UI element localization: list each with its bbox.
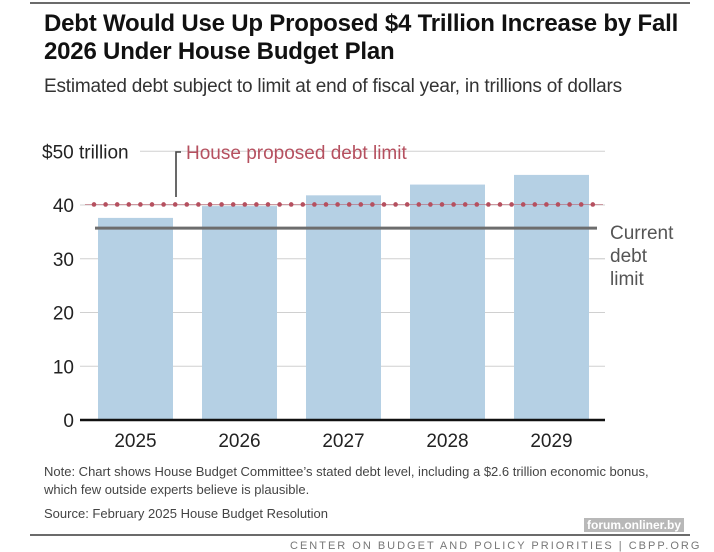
y-tick-label: 20 bbox=[53, 304, 74, 325]
proposed-limit-label: House proposed debt limit bbox=[186, 143, 407, 164]
proposed-limit-dot bbox=[590, 202, 596, 207]
reference-lines bbox=[85, 202, 605, 260]
proposed-limit-dot bbox=[381, 202, 387, 207]
x-axis-ticks: 2025 2026 2027 2028 2029 bbox=[114, 431, 572, 452]
x-tick-label: 2029 bbox=[530, 431, 572, 452]
proposed-limit-dot bbox=[497, 202, 503, 207]
proposed-limit-dot bbox=[370, 202, 375, 207]
chart-note: Note: Chart shows House Budget Committee… bbox=[44, 464, 649, 497]
proposed-limit-dot bbox=[404, 202, 410, 207]
chart-source: Source: February 2025 House Budget Resol… bbox=[44, 506, 329, 521]
proposed-limit-dot bbox=[555, 202, 561, 207]
watermark: forum.onliner.by bbox=[584, 518, 685, 532]
bar-2027 bbox=[306, 195, 381, 420]
proposed-limit-label-bracket bbox=[175, 151, 181, 197]
proposed-limit-dot bbox=[346, 202, 352, 207]
proposed-limit-dot bbox=[138, 202, 143, 207]
proposed-limit-dot bbox=[254, 202, 259, 207]
y-tick-label: $50 trillion bbox=[42, 142, 129, 163]
current-limit-label-line-1: Current bbox=[610, 223, 674, 244]
proposed-limit-dot bbox=[242, 202, 248, 207]
proposed-limit-dot bbox=[196, 202, 201, 207]
proposed-limit-dot bbox=[149, 202, 155, 207]
proposed-limit-dot bbox=[578, 202, 584, 207]
proposed-limit-dot bbox=[451, 202, 456, 207]
current-limit-label-line-2: debt bbox=[610, 246, 648, 267]
bottom-rule bbox=[30, 534, 690, 536]
proposed-limit-dot bbox=[265, 202, 271, 207]
current-limit-label-line-3: limit bbox=[610, 269, 644, 290]
proposed-limit-dot bbox=[300, 202, 306, 207]
y-tick-label: 40 bbox=[53, 196, 74, 217]
y-tick-label: 0 bbox=[63, 411, 74, 432]
proposed-limit-dot bbox=[230, 202, 236, 207]
proposed-limit-dot bbox=[103, 202, 108, 207]
proposed-limit-dot bbox=[416, 202, 422, 207]
proposed-limit-dot bbox=[184, 202, 190, 207]
proposed-limit-dot bbox=[462, 202, 468, 207]
proposed-limit-dot bbox=[544, 202, 549, 207]
chart-subtitle: Estimated debt subject to limit at end o… bbox=[44, 76, 622, 97]
chart-title: Debt Would Use Up Proposed $4 Trillion I… bbox=[44, 10, 679, 65]
x-tick-label: 2028 bbox=[426, 431, 468, 452]
proposed-limit-dot bbox=[428, 202, 433, 207]
bar-2029 bbox=[514, 174, 589, 420]
proposed-limit-dot bbox=[393, 202, 398, 207]
y-axis-ticks: 0 10 20 30 40 $50 trillion bbox=[42, 142, 129, 432]
proposed-limit-dot bbox=[323, 202, 329, 207]
x-tick-label: 2026 bbox=[218, 431, 260, 452]
proposed-limit-dot bbox=[172, 202, 178, 207]
y-tick-label: 30 bbox=[53, 250, 74, 271]
proposed-limit-dot bbox=[126, 202, 132, 207]
top-rule bbox=[30, 2, 690, 4]
proposed-limit-dot bbox=[161, 202, 166, 207]
proposed-limit-dot bbox=[567, 202, 572, 207]
proposed-limit-dot bbox=[486, 202, 491, 207]
proposed-limit-dot bbox=[474, 202, 480, 207]
bar-2028 bbox=[410, 184, 485, 420]
proposed-limit-dot bbox=[91, 202, 97, 207]
proposed-limit-dot bbox=[312, 202, 317, 207]
bar-2025 bbox=[98, 217, 173, 420]
x-tick-label: 2025 bbox=[114, 431, 156, 452]
proposed-limit-dot bbox=[288, 202, 294, 207]
proposed-limit-dot bbox=[335, 202, 340, 207]
y-tick-label: 10 bbox=[53, 357, 74, 378]
proposed-limit-dot bbox=[114, 202, 120, 207]
proposed-limit-dot bbox=[207, 202, 213, 207]
proposed-limit-dot bbox=[277, 202, 282, 207]
proposed-limit-dot bbox=[509, 202, 514, 207]
proposed-limit-dot bbox=[219, 202, 224, 207]
proposed-limit-dot bbox=[358, 202, 364, 207]
bars bbox=[98, 174, 589, 420]
x-tick-label: 2027 bbox=[322, 431, 364, 452]
proposed-limit-dot bbox=[439, 202, 445, 207]
proposed-limit-dot bbox=[532, 202, 538, 207]
proposed-limit-dot bbox=[520, 202, 526, 207]
footer-credit: CENTER ON BUDGET AND POLICY PRIORITIES |… bbox=[290, 540, 702, 552]
bar-2026 bbox=[202, 206, 277, 420]
